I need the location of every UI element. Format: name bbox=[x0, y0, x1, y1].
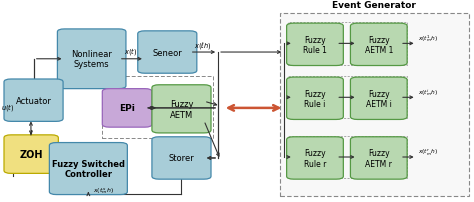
Text: Actuator: Actuator bbox=[16, 96, 52, 105]
FancyBboxPatch shape bbox=[350, 137, 407, 179]
Text: Event Generator: Event Generator bbox=[332, 1, 416, 10]
Text: Fuzzy
AETM i: Fuzzy AETM i bbox=[366, 89, 392, 108]
Text: $x(\ell h)$: $x(\ell h)$ bbox=[194, 40, 212, 50]
FancyBboxPatch shape bbox=[287, 137, 343, 179]
FancyBboxPatch shape bbox=[287, 78, 343, 120]
FancyBboxPatch shape bbox=[152, 137, 211, 179]
FancyBboxPatch shape bbox=[350, 24, 407, 66]
FancyBboxPatch shape bbox=[287, 24, 343, 66]
Text: EPi: EPi bbox=[119, 104, 135, 113]
Text: $u(t)$: $u(t)$ bbox=[0, 102, 14, 113]
Text: $x(t_m^1 h)$: $x(t_m^1 h)$ bbox=[418, 33, 438, 44]
FancyBboxPatch shape bbox=[280, 14, 469, 196]
Text: $x(t)$: $x(t)$ bbox=[124, 46, 137, 57]
Text: Fuzzy
Rule 1: Fuzzy Rule 1 bbox=[303, 36, 327, 55]
FancyBboxPatch shape bbox=[152, 85, 211, 133]
FancyBboxPatch shape bbox=[138, 32, 197, 74]
Text: $x(t_m^s h)$: $x(t_m^s h)$ bbox=[93, 186, 114, 195]
Text: Fuzzy
AETM: Fuzzy AETM bbox=[170, 100, 193, 119]
FancyBboxPatch shape bbox=[4, 80, 63, 122]
Text: Seneor: Seneor bbox=[153, 48, 182, 57]
Text: $x(t_m^i h)$: $x(t_m^i h)$ bbox=[418, 87, 438, 98]
Text: Storer: Storer bbox=[169, 154, 194, 163]
FancyBboxPatch shape bbox=[57, 30, 126, 89]
FancyBboxPatch shape bbox=[49, 143, 128, 195]
Text: $x(t_m^r h)$: $x(t_m^r h)$ bbox=[418, 146, 438, 157]
FancyBboxPatch shape bbox=[102, 89, 152, 127]
FancyBboxPatch shape bbox=[350, 78, 407, 120]
FancyBboxPatch shape bbox=[4, 135, 58, 174]
Text: Fuzzy
Rule i: Fuzzy Rule i bbox=[304, 89, 326, 108]
Text: Fuzzy
AETM r: Fuzzy AETM r bbox=[365, 148, 392, 168]
Text: Fuzzy
Rule r: Fuzzy Rule r bbox=[304, 148, 326, 168]
Text: ZOH: ZOH bbox=[19, 149, 43, 159]
Text: Nonlinear
Systems: Nonlinear Systems bbox=[71, 50, 112, 69]
Text: Fuzzy Switched
Controller: Fuzzy Switched Controller bbox=[52, 159, 125, 178]
Text: Fuzzy
AETM 1: Fuzzy AETM 1 bbox=[365, 36, 393, 55]
